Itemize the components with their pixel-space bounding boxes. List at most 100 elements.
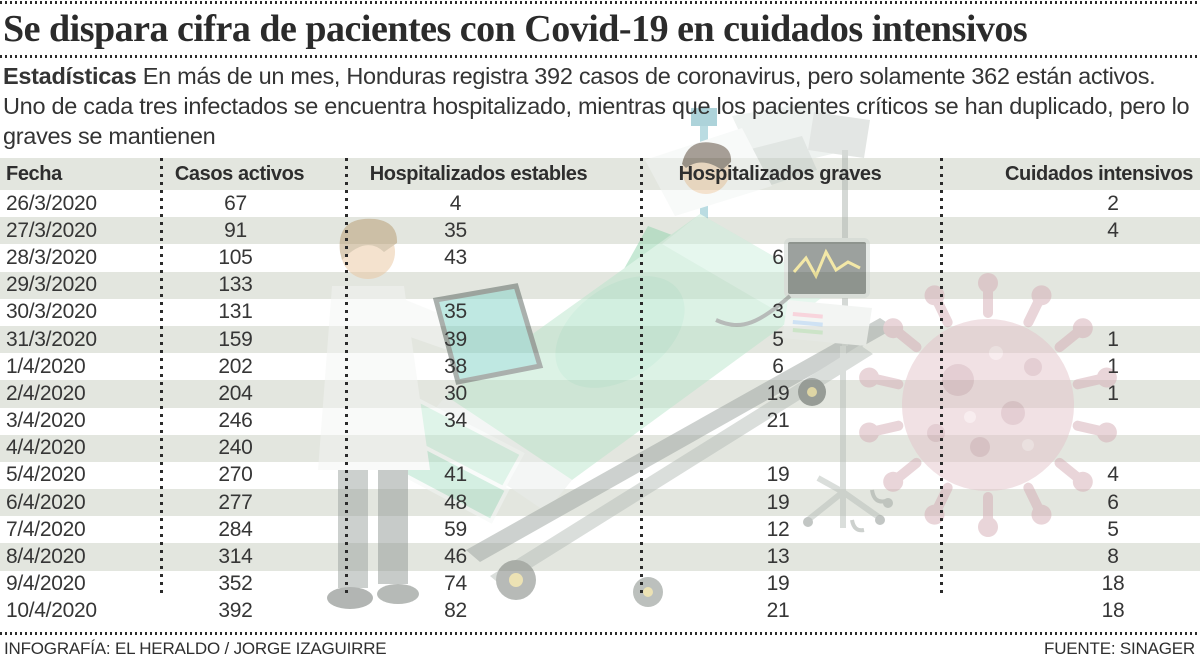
value-cell: 74 <box>444 572 467 596</box>
value-cell: 34 <box>444 409 467 433</box>
value-cell: 19 <box>766 463 790 487</box>
footer-source: FUENTE: SINAGER <box>1044 639 1195 658</box>
column-separator-3 <box>640 158 643 598</box>
value-cell: 277 <box>218 490 253 514</box>
table-body: 26/3/2020 67 4 2 27/3/2020 91 35 4 28/3/2020 105 4… <box>0 190 1200 625</box>
value-cell: 240 <box>218 436 253 460</box>
value-cell: 8 <box>1107 545 1119 569</box>
value-cell: 59 <box>444 517 467 541</box>
value-cell <box>345 272 640 299</box>
table-row: 29/3/2020 133 <box>0 271 1200 299</box>
value-cell: 4 <box>1107 463 1119 487</box>
value-cell: 5 <box>772 327 784 351</box>
value-cell: 4 <box>1107 218 1119 242</box>
date-cell: 30/3/2020 <box>6 300 97 324</box>
date-cell: 31/3/2020 <box>6 327 97 351</box>
table-row: 10/4/2020 392 82 21 18 <box>0 597 1200 625</box>
value-cell: 38 <box>444 354 467 378</box>
value-cell: 19 <box>766 490 790 514</box>
value-cell: 19 <box>766 381 790 405</box>
column-header-casos-activos: Casos activos <box>174 162 305 185</box>
date-cell: 5/4/2020 <box>6 463 86 487</box>
value-cell: 204 <box>218 381 253 405</box>
value-cell: 35 <box>444 300 467 324</box>
value-cell: 82 <box>444 599 467 623</box>
title-dotted-divider <box>0 55 1200 58</box>
top-dotted-divider <box>0 1 1200 4</box>
column-header-fecha: Fecha <box>6 162 62 185</box>
value-cell: 21 <box>766 599 790 623</box>
column-separator-1 <box>160 158 163 598</box>
date-cell: 26/3/2020 <box>6 191 97 215</box>
table-row: 27/3/2020 91 35 4 <box>0 217 1200 245</box>
value-cell <box>940 272 1200 299</box>
date-cell: 7/4/2020 <box>6 517 86 541</box>
value-cell: 159 <box>218 327 253 351</box>
value-cell: 1 <box>1107 327 1119 351</box>
column-separator-2 <box>345 158 348 598</box>
date-cell: 8/4/2020 <box>6 545 86 569</box>
lede-text: En más de un mes, Honduras registra 392 … <box>3 63 1190 149</box>
date-cell: 1/4/2020 <box>6 354 86 378</box>
value-cell: 91 <box>224 218 247 242</box>
value-cell: 133 <box>218 273 253 297</box>
table-row: 3/4/2020 246 34 21 <box>0 408 1200 435</box>
footer-dotted-divider <box>0 632 1200 635</box>
footer-credit: INFOGRAFÍA: EL HERALDO / JORGE IZAGUIRRE <box>4 639 387 658</box>
value-cell: 2 <box>1107 191 1119 215</box>
value-cell: 131 <box>218 300 253 324</box>
value-cell <box>940 408 1200 435</box>
table-header: Fecha Casos activos Hospitalizados estab… <box>0 158 1200 190</box>
date-cell: 2/4/2020 <box>6 381 86 405</box>
table-row: 26/3/2020 67 4 2 <box>0 190 1200 217</box>
value-cell: 19 <box>766 572 790 596</box>
table-row: 30/3/2020 131 35 3 <box>0 299 1200 326</box>
date-cell: 3/4/2020 <box>6 409 86 433</box>
value-cell: 314 <box>218 545 253 569</box>
value-cell: 3 <box>772 300 784 324</box>
value-cell <box>940 299 1200 326</box>
value-cell <box>640 272 940 299</box>
column-header-cuidados-intensivos: Cuidados intensivos <box>1005 162 1193 185</box>
value-cell: 41 <box>444 463 467 487</box>
value-cell: 246 <box>218 409 253 433</box>
value-cell: 352 <box>218 572 253 596</box>
table-row: 5/4/2020 270 41 19 4 <box>0 462 1200 489</box>
value-cell: 43 <box>444 245 467 269</box>
table-row: 1/4/2020 202 38 6 1 <box>0 353 1200 380</box>
value-cell: 46 <box>444 545 467 569</box>
value-cell: 6 <box>772 245 784 269</box>
value-cell: 270 <box>218 463 253 487</box>
table-row: 8/4/2020 314 46 13 8 <box>0 543 1200 571</box>
value-cell: 18 <box>1101 599 1125 623</box>
value-cell: 284 <box>218 517 253 541</box>
table-row: 28/3/2020 105 43 6 <box>0 244 1200 271</box>
value-cell: 39 <box>444 327 467 351</box>
value-cell: 6 <box>772 354 784 378</box>
date-cell: 4/4/2020 <box>6 436 86 460</box>
value-cell: 48 <box>444 490 467 514</box>
value-cell <box>640 190 940 217</box>
column-header-hospitalizados-estables: Hospitalizados estables <box>369 162 588 185</box>
value-cell: 18 <box>1101 572 1125 596</box>
lede-paragraph: Estadísticas En más de un mes, Honduras … <box>3 61 1195 151</box>
value-cell <box>940 244 1200 271</box>
table-row: 4/4/2020 240 <box>0 434 1200 462</box>
table-row: 31/3/2020 159 39 5 1 <box>0 325 1200 354</box>
value-cell <box>940 435 1200 462</box>
value-cell: 6 <box>1107 490 1119 514</box>
table-row: 2/4/2020 204 30 19 1 <box>0 380 1200 408</box>
value-cell <box>345 435 640 462</box>
value-cell: 105 <box>218 245 253 269</box>
value-cell: 4 <box>449 191 462 215</box>
date-cell: 28/3/2020 <box>6 245 97 269</box>
value-cell: 1 <box>1107 354 1119 378</box>
date-cell: 10/4/2020 <box>6 599 97 623</box>
value-cell: 21 <box>766 409 790 433</box>
value-cell: 13 <box>766 545 790 569</box>
value-cell: 5 <box>1107 517 1119 541</box>
date-cell: 9/4/2020 <box>6 572 86 596</box>
date-cell: 27/3/2020 <box>6 218 97 242</box>
table-row: 6/4/2020 277 48 19 6 <box>0 489 1200 517</box>
